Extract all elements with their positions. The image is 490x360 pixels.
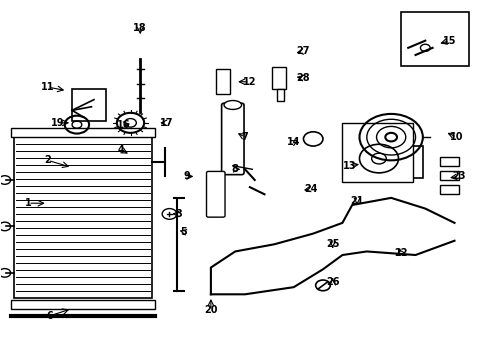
Text: 9: 9 [183,171,190,181]
Text: 3: 3 [176,209,183,219]
Text: 10: 10 [450,132,464,142]
Text: 11: 11 [41,82,54,92]
Bar [11,300,155,309]
Bar [11,128,155,137]
Text: 16: 16 [117,120,130,130]
Text: 25: 25 [326,239,340,249]
Text: 2: 2 [44,156,51,165]
Text: 13: 13 [343,161,357,171]
Text: 23: 23 [453,171,466,181]
Text: 21: 21 [350,197,364,206]
Text: 4: 4 [118,145,124,155]
Bar [272,67,287,89]
Text: 22: 22 [394,248,408,258]
Text: 24: 24 [304,184,318,194]
Ellipse shape [224,100,242,109]
Bar [440,157,460,166]
Text: 15: 15 [443,36,456,46]
Text: 8: 8 [232,164,239,174]
Text: 12: 12 [243,77,257,87]
Bar [216,69,230,94]
Text: 7: 7 [242,132,248,142]
Text: 19: 19 [50,118,64,128]
Text: 14: 14 [287,138,300,148]
Text: 17: 17 [160,118,174,128]
Bar [277,89,284,102]
FancyBboxPatch shape [206,171,225,217]
Bar [360,146,423,178]
Text: 1: 1 [25,198,31,208]
Bar [72,89,106,121]
Text: 6: 6 [47,311,53,321]
Bar [343,123,413,182]
Bar [440,185,460,194]
Text: 28: 28 [296,73,310,83]
Text: 20: 20 [204,305,218,315]
Text: 26: 26 [326,277,340,287]
Text: 18: 18 [133,23,147,33]
Bar [401,12,469,66]
Text: 5: 5 [181,227,188,237]
Text: 27: 27 [297,46,310,57]
Bar [440,171,460,180]
FancyBboxPatch shape [221,103,244,175]
Bar [14,137,152,298]
